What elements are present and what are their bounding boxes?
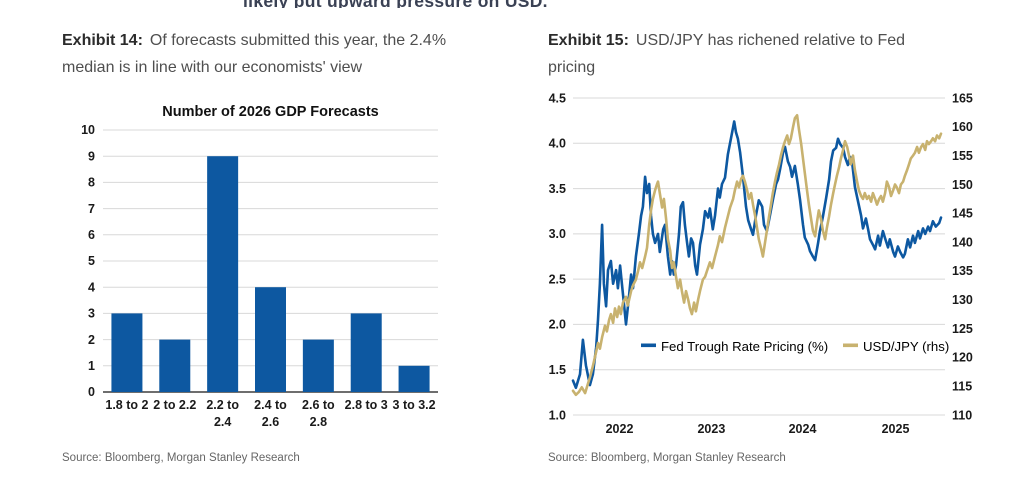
right-axis-tick-label: 125 <box>952 322 973 336</box>
left-axis-tick-label: 1.5 <box>549 363 566 377</box>
right-axis-tick-label: 110 <box>952 408 972 422</box>
bar <box>255 287 286 392</box>
legend-swatch <box>843 343 858 348</box>
legend-label: Fed Trough Rate Pricing (%) <box>661 339 828 354</box>
x-axis-category-label: 2.8 to 3 <box>345 398 388 412</box>
legend-label: USD/JPY (rhs) <box>863 339 949 354</box>
left-axis-tick-label: 4.0 <box>549 137 566 151</box>
bar <box>207 156 239 392</box>
exhibit-15-caption: USD/JPY has richened relative to Fed pri… <box>548 32 906 76</box>
bar <box>398 365 430 392</box>
bar <box>302 339 334 392</box>
y-axis-tick-label: 6 <box>88 228 95 242</box>
right-source-note: Source: Bloomberg, Morgan Stanley Resear… <box>548 452 786 464</box>
y-axis-tick-label: 5 <box>88 254 95 268</box>
exhibit-15-title: Exhibit 15: USD/JPY has richened relative… <box>548 27 956 81</box>
y-axis-tick-label: 10 <box>81 123 95 137</box>
bar <box>159 339 191 392</box>
right-axis-tick-label: 155 <box>952 149 973 163</box>
x-axis-category-label: 2 to 2.2 <box>153 398 196 412</box>
right-axis-tick-label: 145 <box>952 207 973 221</box>
x-axis-year-label: 2022 <box>606 422 634 436</box>
left-axis-tick-label: 1.0 <box>549 408 566 422</box>
right-axis-tick-label: 140 <box>952 235 973 249</box>
x-axis-category-label: 3 to 3.2 <box>393 398 436 412</box>
fed-trough-rate-series-line <box>571 120 943 390</box>
cropped-text-strip: likely put upward pressure on USD. <box>0 0 1024 8</box>
bar <box>111 313 143 392</box>
left-axis-tick-label: 2.5 <box>549 272 566 286</box>
bar <box>350 313 382 392</box>
exhibit-14-label: Exhibit 14: <box>62 32 143 49</box>
y-axis-tick-label: 3 <box>88 307 95 321</box>
left-axis-tick-label: 4.5 <box>549 91 566 105</box>
y-axis-tick-label: 9 <box>88 149 95 163</box>
y-axis-tick-label: 8 <box>88 176 95 190</box>
y-axis-tick-label: 7 <box>88 202 95 216</box>
y-axis-tick-label: 4 <box>88 280 95 294</box>
bar-chart-title: Number of 2026 GDP Forecasts <box>162 104 379 120</box>
x-axis-category-label: 1.8 to 2 <box>105 398 148 412</box>
right-axis-tick-label: 120 <box>952 351 973 365</box>
usdjpy-series-line <box>571 113 943 397</box>
left-axis-tick-label: 3.0 <box>549 227 566 241</box>
y-axis-tick-label: 1 <box>88 359 95 373</box>
y-axis-tick-label: 0 <box>88 385 95 399</box>
right-axis-tick-label: 160 <box>952 120 973 134</box>
exhibit-14-caption: Of forecasts submitted this year, the 2.… <box>62 32 447 76</box>
usdjpy-fed-pricing-line-chart: 1.0 1.5 2.0 2.5 3.0 3.5 4.0 4.5 110 115 120 125 130 1… <box>549 91 973 436</box>
x-axis-category-label: 2.2 to 2.4 <box>206 398 239 429</box>
left-axis-tick-label: 2.0 <box>549 318 566 332</box>
right-axis-tick-label: 130 <box>952 293 973 307</box>
x-axis-category-label: 2.6 to 2.8 <box>302 398 335 429</box>
exhibit-15-label: Exhibit 15: <box>548 32 629 49</box>
right-axis-tick-label: 150 <box>952 178 973 192</box>
x-axis-year-label: 2024 <box>789 422 817 436</box>
right-axis-tick-label: 165 <box>952 91 973 105</box>
x-axis-category-label: 2.4 to 2.6 <box>254 398 287 429</box>
legend-swatch <box>641 343 656 348</box>
x-axis-year-label: 2023 <box>697 422 725 436</box>
right-axis-tick-label: 115 <box>952 379 972 393</box>
x-axis-year-label: 2025 <box>882 422 910 436</box>
right-axis-tick-label: 135 <box>952 264 973 278</box>
cropped-sentence: likely put upward pressure on USD. <box>243 0 1024 8</box>
left-source-note: Source: Bloomberg, Morgan Stanley Resear… <box>62 452 300 464</box>
y-axis-tick-label: 2 <box>88 333 95 347</box>
gdp-forecast-bar-chart: Number of 2026 GDP Forecasts 0 1 2 3 4 5 6 7 8 9 10… <box>81 104 438 429</box>
left-axis-tick-label: 3.5 <box>549 182 566 196</box>
exhibit-14-title: Exhibit 14: Of forecasts submitted this y… <box>62 27 470 81</box>
